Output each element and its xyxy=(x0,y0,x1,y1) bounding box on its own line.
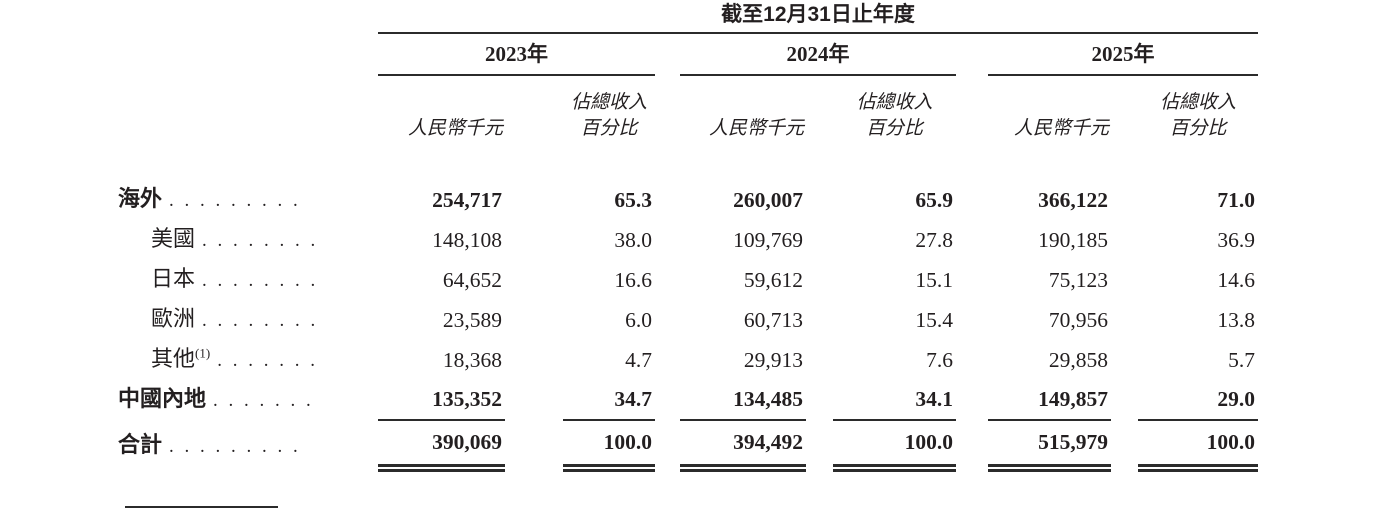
subheader-pct-2023: 佔總收入 百分比 xyxy=(563,74,655,146)
subheader-amount-2023: 人民幣千元 xyxy=(378,74,505,146)
subheader-pct-line1: 佔總收入 xyxy=(570,92,647,113)
value-2023-rmb: 23,589 xyxy=(442,308,502,332)
value-2023-pct: 65.3 xyxy=(614,188,652,212)
value-2024-pct: 34.1 xyxy=(833,379,956,421)
value-2023-pct: 4.7 xyxy=(625,348,652,372)
row-label: 歐洲 . . . . . . . . xyxy=(118,299,378,341)
value-2024-rmb: 260,007 xyxy=(733,188,803,212)
subheader-pct-2025: 佔總收入 百分比 xyxy=(1138,74,1258,146)
total-2023-pct: 100.0 xyxy=(563,420,655,472)
dot-leader: . . . . . . . . . xyxy=(169,436,301,457)
value-2025-pct: 14.6 xyxy=(1217,268,1255,292)
value-2023-pct: 16.6 xyxy=(614,268,652,292)
row-label: 其他(1) . . . . . . . xyxy=(118,339,378,381)
value-2025-rmb: 29,858 xyxy=(1048,348,1108,372)
row-label: 合計 . . . . . . . . . xyxy=(118,423,378,469)
total-2025-rmb: 515,979 xyxy=(988,420,1111,472)
spacer xyxy=(118,146,1260,179)
row-label: 中國內地 . . . . . . . xyxy=(118,379,378,421)
value-2024-pct: 65.9 xyxy=(915,188,953,212)
row-label-text: 其他 xyxy=(151,346,196,371)
value-2025-rmb: 366,122 xyxy=(1038,188,1108,212)
value-2023-pct: 6.0 xyxy=(625,308,652,332)
footnote-ref: (1) xyxy=(195,345,211,361)
subheader-pct-2024: 佔總收入 百分比 xyxy=(833,74,956,146)
year-header-2023: 2023年 xyxy=(378,34,655,76)
value-2025-pct: 29.0 xyxy=(1138,379,1258,421)
row-label-text: 合計 xyxy=(118,432,163,457)
value-2025-pct: 36.9 xyxy=(1217,228,1255,252)
subheader-pct-line1: 佔總收入 xyxy=(1159,92,1236,113)
value-2024-rmb: 109,769 xyxy=(733,228,803,252)
footnote-separator-rule xyxy=(125,506,278,508)
total-2025-pct: 100.0 xyxy=(1138,420,1258,472)
value-2025-rmb: 70,956 xyxy=(1048,308,1108,332)
table-row-japan: 日本 . . . . . . . . 64,652 16.6 59,612 15.… xyxy=(118,259,1260,299)
subheader-amount-label: 人民幣千元 xyxy=(1013,118,1109,139)
value-2023-rmb: 64,652 xyxy=(442,268,502,292)
row-label-text: 中國內地 xyxy=(118,386,207,411)
value-2024-pct: 15.4 xyxy=(915,308,953,332)
dot-leader: . . . . . . . xyxy=(217,350,318,371)
value-2025-rmb: 190,185 xyxy=(1038,228,1108,252)
value-2024-pct: 7.6 xyxy=(926,348,953,372)
table-row-mainland-china: 中國內地 . . . . . . . 135,352 34.7 134,485 3… xyxy=(118,379,1260,421)
table-row-others: 其他(1) . . . . . . . 18,368 4.7 29,913 7.6… xyxy=(118,339,1260,379)
subheader-amount-label: 人民幣千元 xyxy=(407,118,503,139)
row-label: 美國 . . . . . . . . xyxy=(118,219,378,261)
value-2025-pct: 5.7 xyxy=(1228,348,1255,372)
year-header-2024: 2024年 xyxy=(680,34,956,76)
row-label-text: 歐洲 xyxy=(151,306,196,331)
row-label: 海外 . . . . . . . . . xyxy=(118,179,378,221)
row-label-text: 美國 xyxy=(151,226,196,251)
total-2024-pct: 100.0 xyxy=(833,420,956,472)
period-header: 截至12月31日止年度 xyxy=(378,0,1258,34)
subheader-amount-2024: 人民幣千元 xyxy=(680,74,806,146)
table-subheader-row: 人民幣千元 佔總收入 百分比 人民幣千元 佔總收入 百分比 人民幣千元 佔總收入… xyxy=(118,74,1260,146)
row-label-text: 日本 xyxy=(151,266,196,291)
table-header-year-row: 2023年 2024年 2025年 xyxy=(118,34,1260,76)
subheader-pct-line2: 百分比 xyxy=(1169,118,1227,139)
value-2025-pct: 13.8 xyxy=(1217,308,1255,332)
subheader-amount-2025: 人民幣千元 xyxy=(988,74,1111,146)
value-2024-rmb: 59,612 xyxy=(743,268,803,292)
value-2023-rmb: 148,108 xyxy=(432,228,502,252)
value-2024-rmb: 134,485 xyxy=(680,379,806,421)
subheader-pct-line2: 百分比 xyxy=(865,118,923,139)
dot-leader: . . . . . . . . xyxy=(202,230,319,251)
value-2024-rmb: 60,713 xyxy=(743,308,803,332)
table-row-europe: 歐洲 . . . . . . . . 23,589 6.0 60,713 15.4… xyxy=(118,299,1260,339)
value-2023-rmb: 135,352 xyxy=(378,379,505,421)
table-header-period-row: 截至12月31日止年度 xyxy=(118,0,1260,34)
table-row-overseas: 海外 . . . . . . . . . 254,717 65.3 260,007… xyxy=(118,179,1260,219)
dot-leader: . . . . . . . . xyxy=(202,270,319,291)
table-row-usa: 美國 . . . . . . . . 148,108 38.0 109,769 2… xyxy=(118,219,1260,259)
value-2023-rmb: 18,368 xyxy=(442,348,502,372)
revenue-by-region-table: 截至12月31日止年度 2023年 2024年 2025年 人民幣千元 佔總收入… xyxy=(118,0,1260,473)
value-2025-rmb: 149,857 xyxy=(988,379,1111,421)
value-2024-rmb: 29,913 xyxy=(743,348,803,372)
value-2023-pct: 34.7 xyxy=(563,379,655,421)
value-2025-pct: 71.0 xyxy=(1217,188,1255,212)
row-label-text: 海外 xyxy=(118,186,163,211)
total-2023-rmb: 390,069 xyxy=(378,420,505,472)
value-2024-pct: 15.1 xyxy=(915,268,953,292)
value-2024-pct: 27.8 xyxy=(915,228,953,252)
subheader-pct-line2: 百分比 xyxy=(580,118,638,139)
subheader-pct-line1: 佔總收入 xyxy=(856,92,933,113)
row-label: 日本 . . . . . . . . xyxy=(118,259,378,301)
value-2023-pct: 38.0 xyxy=(614,228,652,252)
value-2025-rmb: 75,123 xyxy=(1048,268,1108,292)
dot-leader: . . . . . . . xyxy=(213,390,314,411)
dot-leader: . . . . . . . . xyxy=(202,310,319,331)
total-2024-rmb: 394,492 xyxy=(680,420,806,472)
dot-leader: . . . . . . . . . xyxy=(169,190,301,211)
subheader-amount-label: 人民幣千元 xyxy=(708,118,804,139)
year-header-2025: 2025年 xyxy=(988,34,1258,76)
value-2023-rmb: 254,717 xyxy=(432,188,502,212)
table-row-total: 合計 . . . . . . . . . 390,069 100.0 394,49… xyxy=(118,419,1260,473)
